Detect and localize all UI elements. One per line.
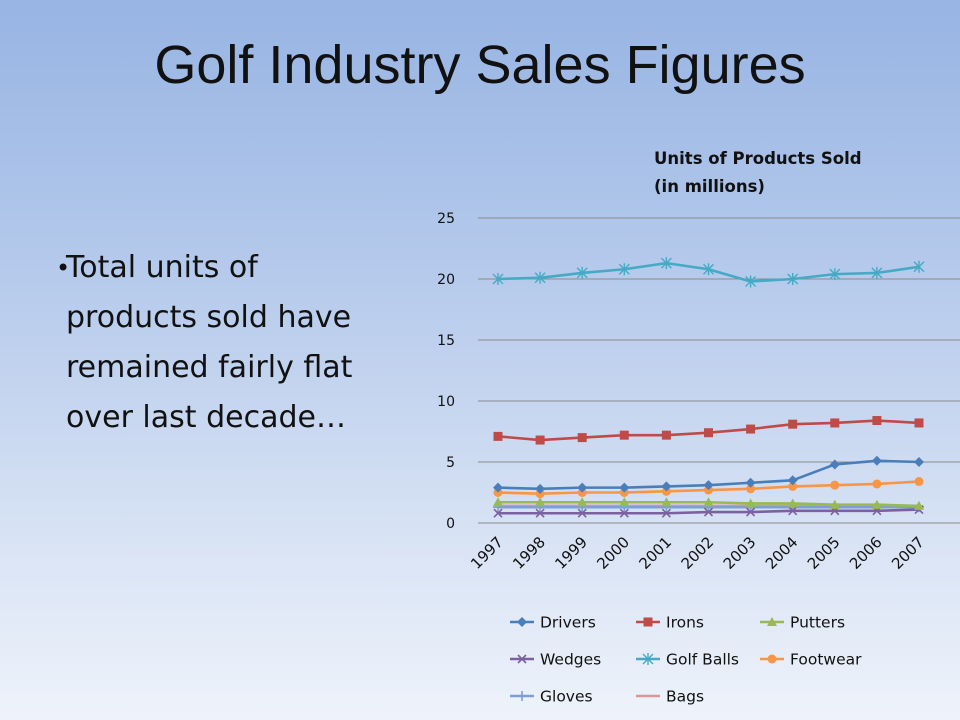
data-point [517,617,527,627]
series-golf-balls [493,257,924,287]
legend-item: Bags [636,688,704,706]
data-point [872,479,881,488]
legend-item: Irons [636,614,704,632]
legend-label: Bags [666,688,704,706]
x-tick-label: 2006 [846,533,886,573]
chart-title-line: Units of Products Sold [654,149,862,168]
legend-item: Wedges [510,651,601,669]
legend-item: Golf Balls [636,651,739,669]
x-tick-label: 2005 [804,533,844,573]
data-point [872,456,882,466]
y-tick-label: 0 [446,516,455,532]
legend-label: Footwear [790,651,862,669]
data-point [830,481,839,490]
x-tick-label: 1997 [467,533,507,573]
x-tick-label: 2004 [762,533,802,573]
y-tick-label: 15 [437,333,455,349]
x-tick-label: 2007 [888,533,928,573]
data-point [914,457,924,467]
legend-label: Drivers [540,614,596,632]
data-point [746,425,755,434]
legend-label: Gloves [540,688,593,706]
legend-item: Gloves [510,688,593,706]
legend-label: Wedges [540,651,601,669]
data-point [644,618,653,627]
legend-label: Irons [666,614,704,632]
x-tick-label: 2003 [720,533,760,573]
data-point [620,431,629,440]
data-point [915,418,924,427]
data-point [872,416,881,425]
legend-item: Putters [760,614,845,632]
x-tick-label: 2001 [635,533,675,573]
data-point [704,428,713,437]
series-drivers [493,456,924,494]
data-point [517,691,527,701]
line-chart: Units of Products Sold (in millions) 0 5 10 1… [0,0,960,720]
data-point [578,433,587,442]
y-tick-label: 10 [437,394,455,410]
series-irons [494,416,924,445]
data-point [788,420,797,429]
data-point [662,431,671,440]
x-tick-label: 2000 [593,533,633,573]
data-point [536,436,545,445]
data-point [768,655,777,664]
x-tick-label: 1999 [551,533,591,573]
x-tick-label: 2002 [678,533,718,573]
legend-item: Footwear [760,651,862,669]
legend-label: Putters [790,614,845,632]
y-tick-label: 5 [446,455,455,471]
legend-item: Drivers [510,614,596,632]
y-tick-label: 20 [437,272,455,288]
chart-title-line: (in millions) [654,177,765,196]
y-tick-label: 25 [437,211,455,227]
data-point [830,459,840,469]
data-point [494,432,503,441]
x-tick-label: 1998 [509,533,549,573]
data-point [830,418,839,427]
data-point [915,477,924,486]
legend-label: Golf Balls [666,651,739,669]
